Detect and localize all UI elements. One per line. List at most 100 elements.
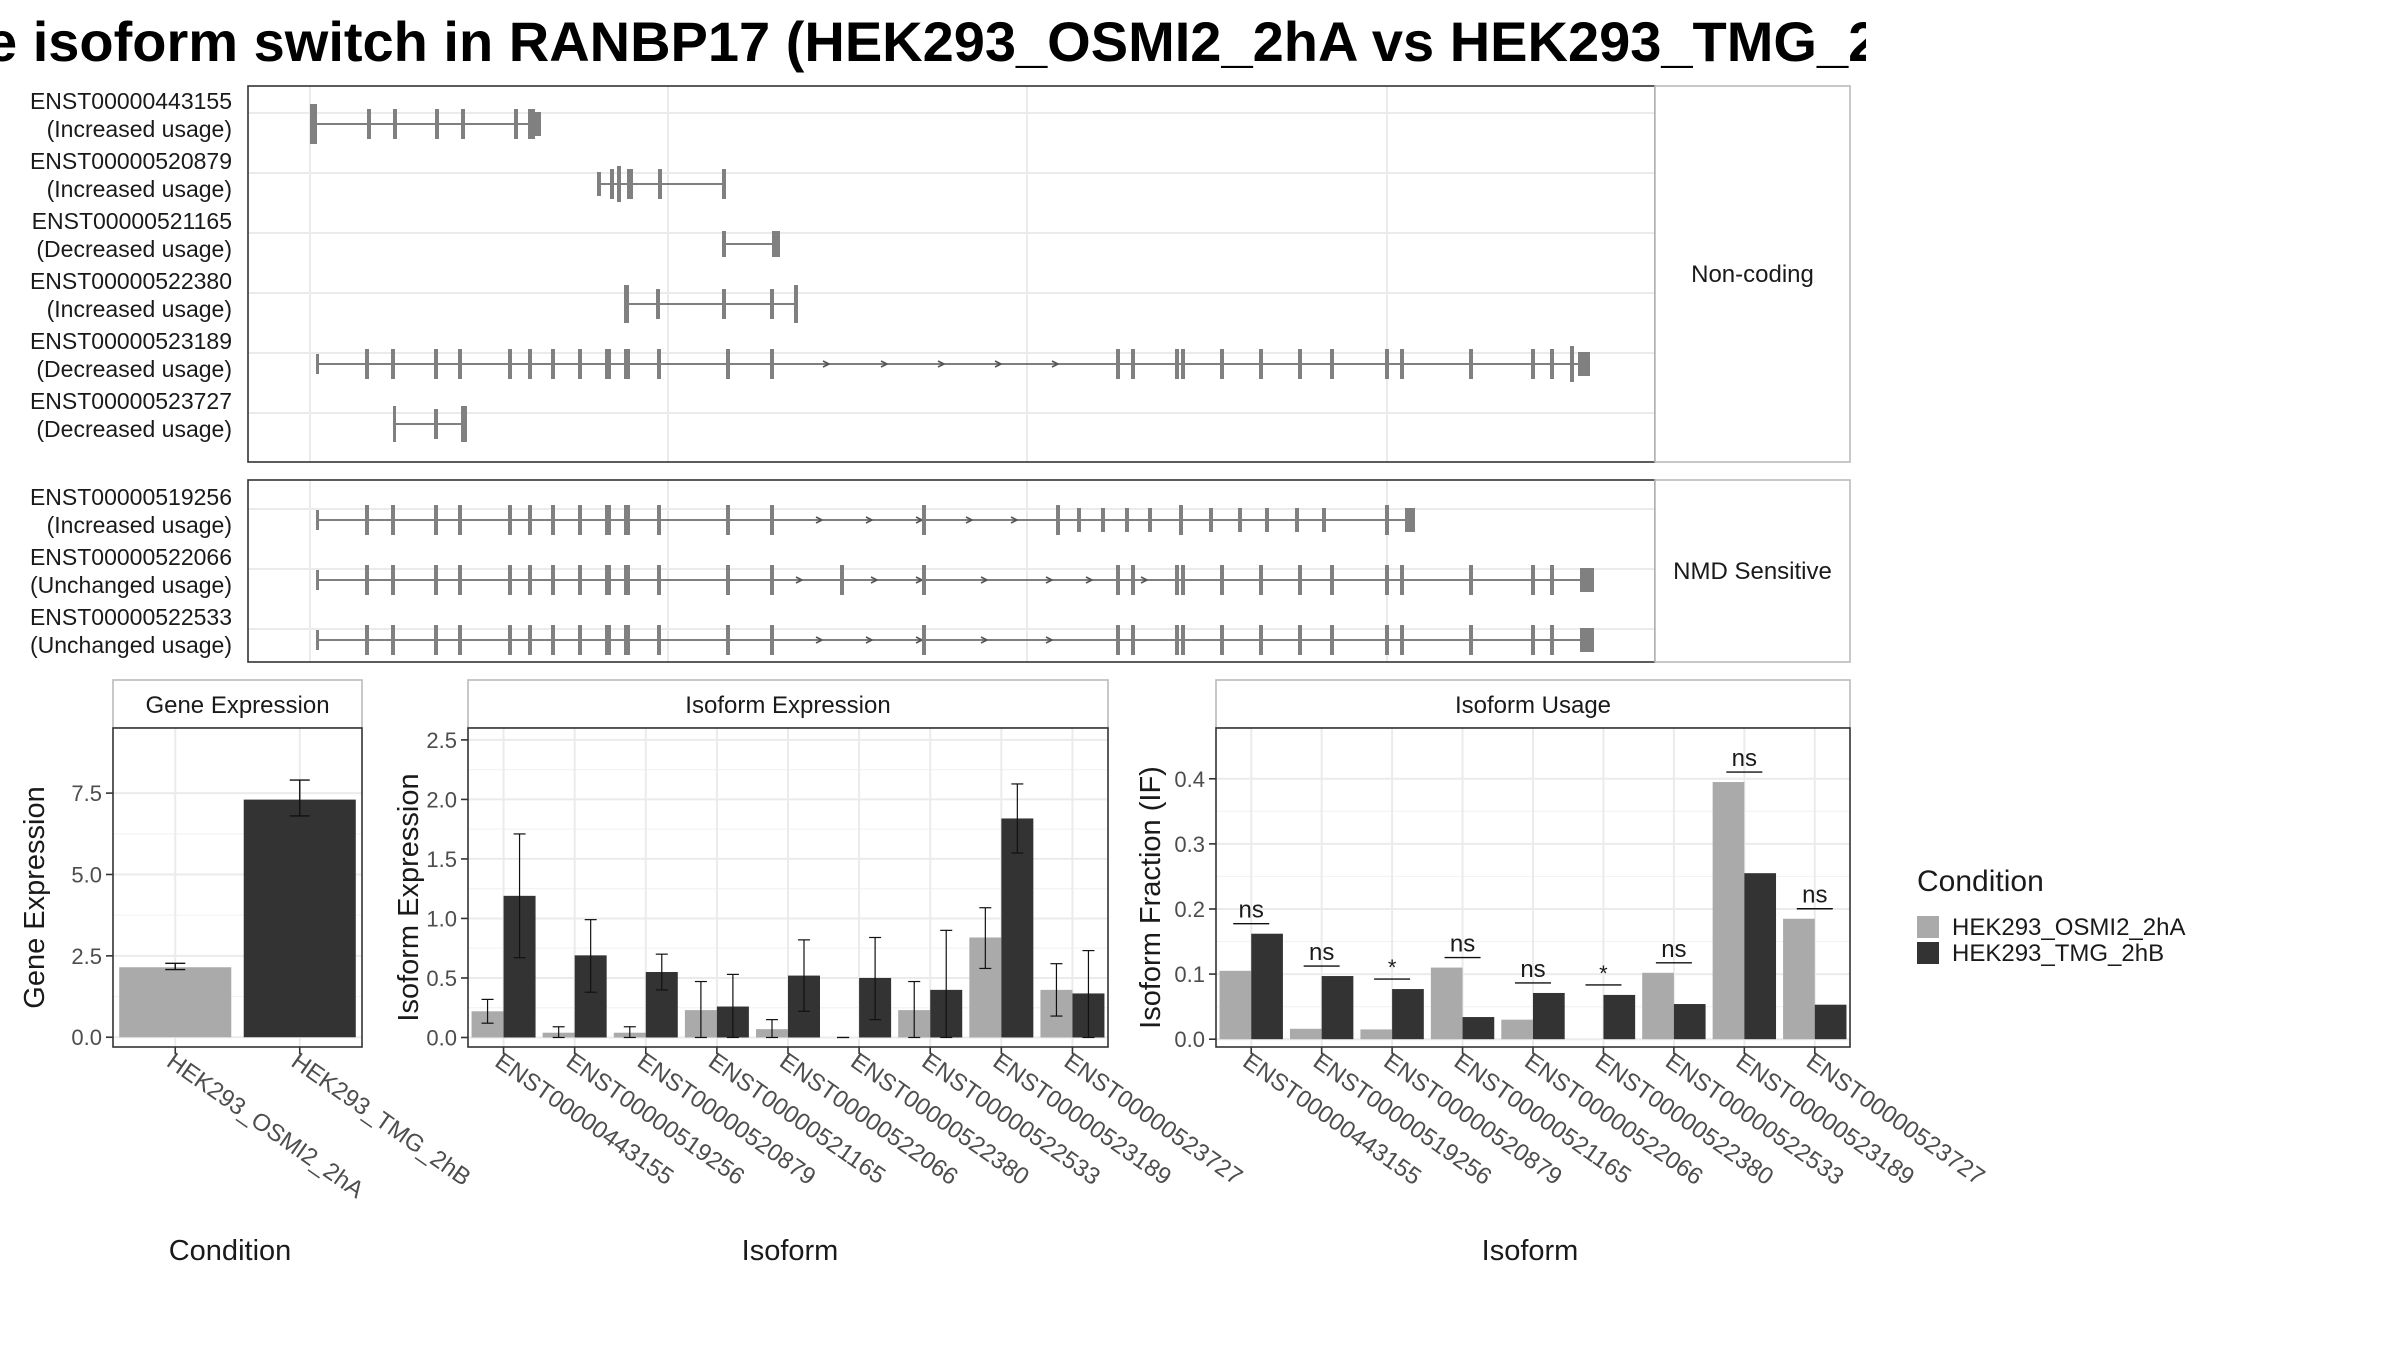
exon-block xyxy=(1131,625,1135,655)
transcript-usage-label: (Decreased usage) xyxy=(36,236,232,262)
exon-block xyxy=(658,169,662,199)
significance-label: ns xyxy=(1520,956,1545,983)
structure-panel-bg xyxy=(248,86,1655,462)
exon-block xyxy=(1077,508,1081,532)
exon-block xyxy=(770,625,774,655)
exon-block xyxy=(316,510,319,530)
exon-block xyxy=(535,112,541,136)
transcript-usage-label: (Increased usage) xyxy=(47,512,232,538)
facet-strip-title: Isoform Expression xyxy=(685,692,890,719)
bar xyxy=(1673,1004,1706,1040)
exon-block xyxy=(1322,508,1326,532)
exon-block xyxy=(508,565,512,595)
exon-block xyxy=(551,565,555,595)
exon-block xyxy=(770,349,774,379)
y-tick-label: 0.0 xyxy=(426,1025,457,1050)
strand-arrow xyxy=(865,636,874,644)
exon-block xyxy=(1469,565,1473,595)
exon-block xyxy=(1531,565,1535,595)
exon-block xyxy=(1220,349,1224,379)
legend-swatch xyxy=(1917,942,1939,964)
exon-block xyxy=(1385,349,1389,379)
bar xyxy=(1744,873,1777,1040)
exon-block xyxy=(310,104,317,144)
exon-block xyxy=(461,406,467,442)
exon-block xyxy=(657,625,661,655)
exon-block xyxy=(726,565,730,595)
transcript-usage-label: (Unchanged usage) xyxy=(30,632,232,658)
exon-block xyxy=(610,169,614,199)
exon-block xyxy=(1469,625,1473,655)
exon-block xyxy=(1179,505,1183,535)
facet-strip-title: Gene Expression xyxy=(145,692,329,719)
exon-block xyxy=(1181,625,1185,655)
exon-block xyxy=(1259,349,1263,379)
exon-block xyxy=(624,349,630,379)
exon-block xyxy=(722,231,726,257)
transcript-id-label: ENST00000443155 xyxy=(30,88,232,114)
exon-block xyxy=(1570,346,1574,382)
transcript-id-label: ENST00000523189 xyxy=(30,328,232,354)
y-axis-title: Isoform Fraction (IF) xyxy=(1135,766,1167,1029)
exon-block xyxy=(722,169,726,199)
strand-arrow xyxy=(1085,576,1094,584)
transcript-usage-label: (Decreased usage) xyxy=(36,416,232,442)
strand-arrow xyxy=(980,636,989,644)
exon-block xyxy=(578,565,582,595)
bar xyxy=(1321,976,1354,1040)
strand-arrow xyxy=(1051,360,1060,368)
x-axis-title: Isoform xyxy=(1482,1235,1579,1267)
exon-block xyxy=(508,625,512,655)
exon-block xyxy=(458,505,462,535)
bar xyxy=(119,967,232,1038)
exon-block xyxy=(1175,349,1179,379)
structure-strip xyxy=(1654,479,1851,663)
exon-block xyxy=(1469,349,1473,379)
exon-block xyxy=(1116,565,1120,595)
exon-block xyxy=(1295,508,1299,532)
strand-arrow xyxy=(994,360,1003,368)
exon-block xyxy=(578,349,582,379)
exon-block xyxy=(1330,349,1334,379)
exon-block xyxy=(1531,349,1535,379)
transcript-id-label: ENST00000521165 xyxy=(32,208,232,234)
strand-arrow xyxy=(1045,576,1054,584)
exon-block xyxy=(772,231,780,257)
exon-block xyxy=(393,109,397,139)
bar xyxy=(1219,970,1252,1040)
exon-block xyxy=(1385,565,1389,595)
exon-block xyxy=(1400,349,1404,379)
strand-arrow xyxy=(880,360,889,368)
exon-block xyxy=(434,409,438,439)
exon-block xyxy=(1580,628,1594,652)
exon-block xyxy=(1330,565,1334,595)
exon-block xyxy=(1578,352,1590,376)
y-tick-label: 7.5 xyxy=(71,781,102,806)
y-tick-label: 2.5 xyxy=(426,728,457,753)
exon-block xyxy=(922,565,926,595)
bar xyxy=(1783,918,1815,1040)
bar xyxy=(1360,1029,1393,1040)
exon-block xyxy=(770,505,774,535)
strand-arrow xyxy=(1010,516,1019,524)
exon-block xyxy=(1298,565,1302,595)
exon-block xyxy=(1116,349,1120,379)
exon-block xyxy=(922,625,926,655)
exon-block xyxy=(1330,625,1334,655)
y-axis-title: Isoform Expression xyxy=(393,773,425,1021)
bar xyxy=(243,799,356,1038)
bar xyxy=(1289,1028,1322,1040)
exon-block xyxy=(624,285,629,323)
exon-block xyxy=(458,625,462,655)
exon-block xyxy=(1175,565,1179,595)
exon-block xyxy=(726,349,730,379)
exon-block xyxy=(624,565,630,595)
exon-block xyxy=(578,505,582,535)
exon-block xyxy=(1385,625,1389,655)
facet-strip xyxy=(112,679,363,729)
legend-label: HEK293_TMG_2hB xyxy=(1952,940,2164,967)
transcript-id-label: ENST00000520879 xyxy=(30,148,232,174)
exon-block xyxy=(770,289,774,319)
transcript-usage-label: (Increased usage) xyxy=(47,116,232,142)
